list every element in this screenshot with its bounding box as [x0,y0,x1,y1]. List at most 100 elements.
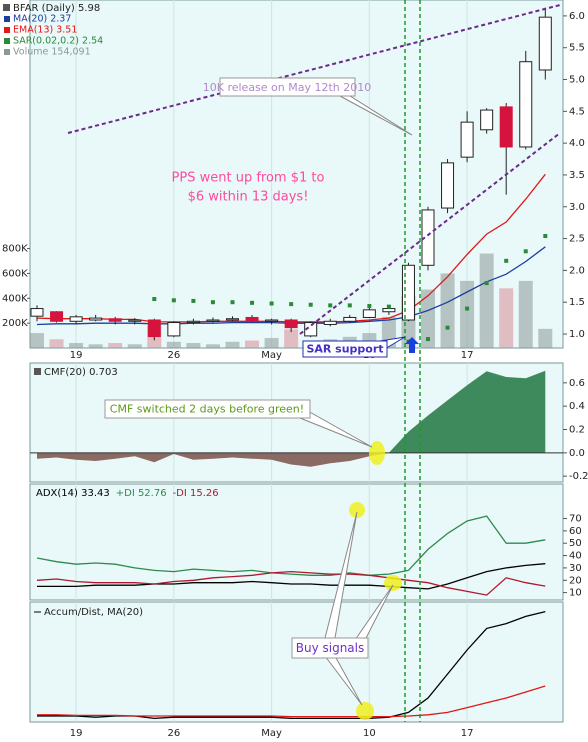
annotation: CMF switched 2 days before green! [110,403,304,416]
y-tick-label: 2.5 [569,234,585,245]
x-tick-label: 26 [167,728,180,739]
candle-body [304,322,318,337]
sar-dot [445,325,450,330]
x-tick-label: 19 [70,728,83,739]
candle-body [30,308,44,317]
callout-box [219,77,356,97]
volume-bar [284,329,299,348]
candle-body [538,16,552,71]
legend-label: EMA(13) 3.51 [13,25,77,36]
x-tick-label: 10 [363,728,376,739]
x-tick-label: May [261,350,282,361]
volume-bar [499,288,514,348]
legend-icon [3,4,10,11]
x-tick-label: 26 [167,350,180,361]
sar-dot [523,249,528,254]
candle-body [401,264,415,321]
candle-body [167,322,181,337]
sar-dot [347,303,352,308]
legend-swatch [4,49,10,55]
candle-body [460,121,474,158]
signal-marker [356,702,374,720]
annotation: PPS went up from $1 to [172,171,325,186]
candle-body [69,316,83,322]
candle-body [50,311,64,322]
y-tick-label: 3.0 [569,202,585,213]
candle-body [480,109,494,131]
y-tick-label: 5.5 [569,43,585,54]
sar-dot [191,298,196,303]
volume-bar [479,253,494,348]
annotation: 10K release on May 12th 2010 [203,81,372,94]
legend-label: ADX(14) 33.43 [36,488,110,499]
annotation: SAR support [306,343,383,356]
volume-bar [205,344,220,348]
y-tick-label: 2.0 [569,265,585,276]
sar-dot [426,337,430,342]
y-tick-label: 1.5 [569,297,585,308]
signal-marker [349,502,365,518]
candle-body [89,317,103,321]
volume-bar [225,341,240,348]
sar-dot [328,303,333,308]
series-line [37,685,546,718]
volume-bar [69,343,84,348]
volume-bar [127,344,142,348]
candle-body [382,308,396,313]
candle-body [499,106,513,148]
y-tick-label: 30 [569,563,582,574]
series-line [37,563,546,590]
legend-swatch [4,16,10,22]
legend-icon [34,368,41,375]
candle-body [265,319,279,322]
y-tick-label: 0.4 [569,401,585,412]
chart-title: Accum/Dist, MA(20) [44,607,143,618]
volume-bar [186,343,201,348]
y-tick-label: 6.0 [569,11,585,22]
sar-dot [543,234,548,239]
legend-label: Volume 154,091 [13,47,91,58]
y-tick-label: 5.0 [569,75,585,86]
legend-swatch [4,27,10,33]
cmf-area-negative [37,453,388,467]
panel [29,0,564,349]
y-tick-label: -0.2 [569,471,588,482]
x-tick-label: 17 [461,728,474,739]
y2-tick-label: 400K [2,293,28,304]
y-tick-label: 0.2 [569,425,585,436]
series-line [36,570,546,596]
trend-line [299,132,561,335]
y-tick-label: 40 [569,551,582,562]
legend-label: MA(20) 2.37 [13,14,71,25]
sar-dot [250,300,255,305]
volume-bar [88,344,103,348]
y-tick-label: 60 [569,526,582,537]
volume-bar [166,341,181,348]
chart-title: CMF(20) 0.703 [44,367,118,378]
y-tick-label: 4.5 [569,106,585,117]
sar-dot [210,300,215,305]
annotation: Buy signals [296,641,365,655]
candle-body [206,319,220,322]
y2-tick-label: 200K [2,318,28,329]
legend-label: +DI 52.76 [116,488,167,499]
volume-bar [264,338,279,348]
cmf-area-positive [37,370,546,453]
y-tick-label: 10 [569,588,582,599]
candle-body [362,309,376,318]
y-tick-label: 3.5 [569,170,585,181]
volume-bar [421,289,435,348]
sar-dot [386,304,391,309]
panel [29,601,564,723]
candle-body [441,162,455,209]
sar-arrow [405,337,419,353]
legend-swatch [4,38,10,44]
panel [29,483,564,601]
callout-box [104,399,311,419]
volume-bar [518,280,533,348]
signal-marker [369,441,385,465]
volume-bar [440,273,455,348]
sar-dot [289,302,294,307]
candle-body [108,318,122,322]
x-tick-label: May [261,728,282,739]
